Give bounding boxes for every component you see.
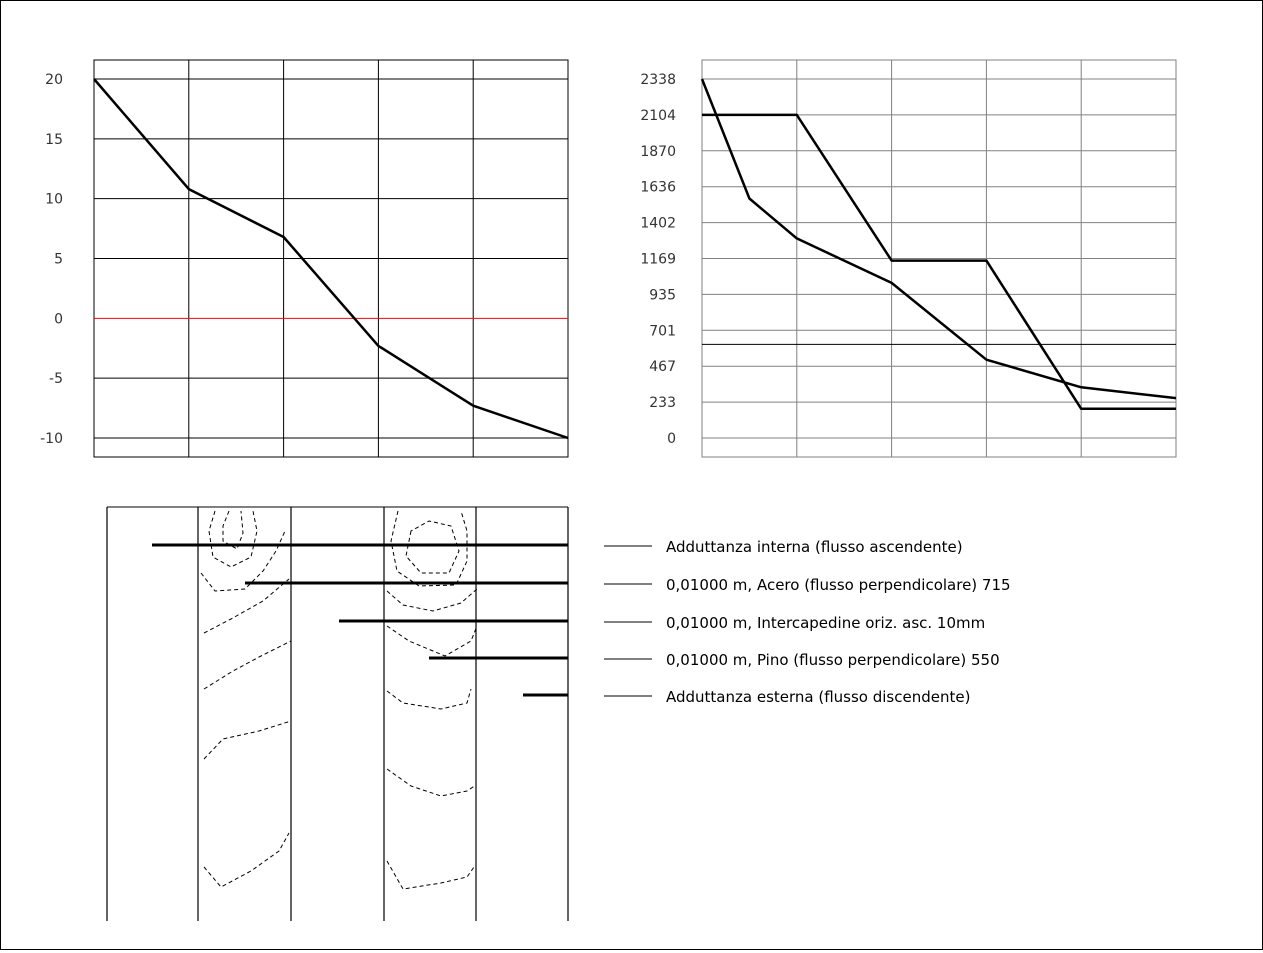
series-line-1 (702, 113, 1176, 411)
y-tick-label: 1169 (640, 252, 676, 268)
y-tick-label: 5 (54, 252, 63, 268)
y-tick-label: 20 (45, 72, 63, 88)
y-tick-label: 233 (649, 395, 676, 411)
series-line-0 (700, 78, 1177, 400)
legend-entry-2: 0,01000 m, Intercapedine oriz. asc. 10mm (666, 614, 985, 632)
isotherm-contours (200, 510, 478, 890)
y-tick-label: 10 (45, 192, 63, 208)
y-tick-label: 1636 (640, 180, 676, 196)
y-tick-label: -5 (49, 371, 63, 387)
y-tick-label: 0 (54, 311, 63, 327)
legend-entry-3: 0,01000 m, Pino (flusso perpendicolare) … (666, 651, 1000, 669)
legend: Adduttanza interna (flusso ascendente) 0… (604, 538, 1011, 706)
legend-entry-0: Adduttanza interna (flusso ascendente) (666, 538, 963, 556)
y-tick-label: 1402 (640, 216, 676, 232)
y-tick-label: 2104 (640, 108, 676, 124)
y-tick-label: 15 (45, 132, 63, 148)
y-tick-label: 467 (649, 359, 676, 375)
y-tick-label: -10 (40, 431, 63, 447)
y-tick-label: 701 (649, 323, 676, 339)
y-tick-label: 1870 (640, 144, 676, 160)
legend-entry-4: Adduttanza esterna (flusso discendente) (666, 688, 970, 706)
legend-entry-1: 0,01000 m, Acero (flusso perpendicolare)… (666, 576, 1011, 594)
y-tick-label: 935 (649, 287, 676, 303)
y-tick-label: 2338 (640, 72, 676, 88)
pressure-chart: 2338 2104 1870 1636 1402 1169 935 701 467 233 0 (640, 59, 1177, 458)
temperature-chart: 20 15 10 5 0 -5 -10 (40, 59, 569, 458)
y-tick-label: 0 (667, 431, 676, 447)
layer-section-diagram (106, 506, 569, 921)
series-line-0 (93, 78, 569, 440)
